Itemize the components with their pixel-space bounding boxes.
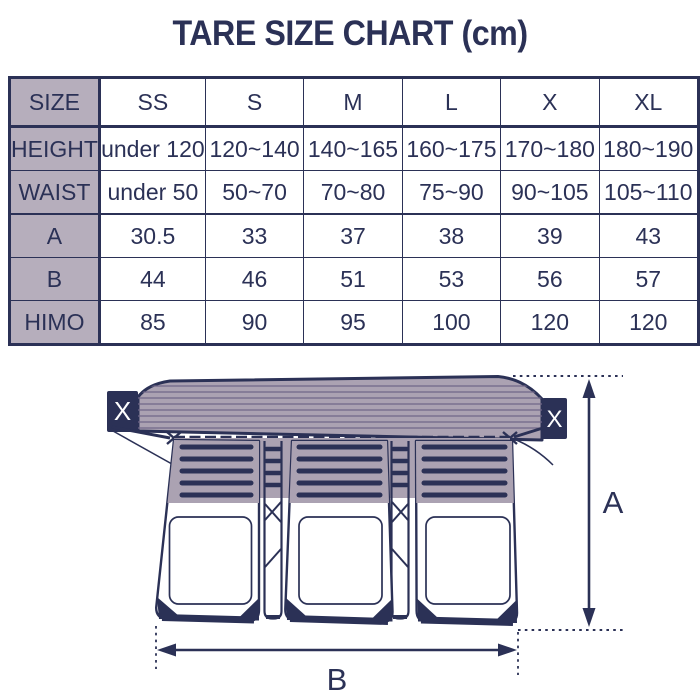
cell: 57	[598, 257, 700, 301]
col-header-ss: SS	[98, 77, 206, 128]
flap-3-inner-outline	[425, 516, 511, 605]
himo-cords	[111, 425, 554, 479]
flap-2-inner-outline	[298, 516, 383, 605]
size-chart-table: SIZE SS S M L X XL HEIGHT under 120 120~…	[8, 76, 700, 346]
cell: under 120	[98, 126, 206, 171]
cell: 39	[500, 213, 600, 258]
flap-1-inner-outline	[168, 516, 253, 605]
col-header-l: L	[401, 77, 502, 128]
cell: 100	[401, 300, 502, 345]
cell: 38	[401, 213, 502, 258]
dim-b-label: B	[327, 662, 348, 697]
page-title-text: TARE SIZE CHART (cm)	[172, 14, 528, 53]
cell: 33	[204, 213, 305, 258]
cell: 95	[303, 300, 403, 345]
small-flap-1	[263, 441, 283, 620]
lacing-2	[391, 501, 409, 568]
cell: 37	[303, 213, 403, 258]
cell: 53	[401, 257, 502, 301]
row-label: HEIGHT	[9, 126, 101, 171]
col-header-s: S	[204, 77, 305, 128]
col-header-xl: XL	[598, 77, 700, 128]
dimension-b	[155, 626, 519, 675]
col-header-m: M	[303, 77, 403, 128]
cell: 105~110	[598, 170, 700, 215]
dim-b-arrowhead-right	[498, 643, 517, 657]
cell: 43	[598, 213, 700, 258]
cell: 46	[204, 257, 305, 301]
belt-tab-right-label: X	[546, 406, 562, 433]
cell: 140~165	[303, 126, 403, 171]
dim-a-arrowhead-bottom	[582, 608, 596, 627]
corner-label: SIZE	[9, 77, 101, 128]
cell: 85	[98, 300, 206, 345]
dim-a-label: A	[603, 485, 624, 520]
header-row: SIZE SS S M L X XL	[9, 77, 700, 128]
table-row-b: B 44 46 51 53 56 57	[9, 257, 700, 301]
table-row-himo: HIMO 85 90 95 100 120 120	[9, 300, 700, 345]
cell: 120	[500, 300, 600, 345]
cell: 170~180	[500, 126, 600, 171]
cell: under 50	[98, 170, 206, 215]
cell: 44	[98, 257, 206, 301]
cell: 75~90	[401, 170, 502, 215]
cell: 160~175	[401, 126, 502, 171]
cell: 120~140	[204, 126, 305, 171]
col-header-x: X	[500, 77, 600, 128]
table-row-waist: WAIST under 50 50~70 70~80 75~90 90~105 …	[9, 170, 700, 215]
large-flap-3	[414, 439, 519, 626]
cell: 51	[303, 257, 403, 301]
dim-b-arrowhead-left	[157, 643, 176, 657]
belt-end-tab-left	[107, 391, 138, 432]
table-row-height: HEIGHT under 120 120~140 140~165 160~175…	[9, 126, 700, 171]
row-label: WAIST	[9, 170, 101, 215]
cell: 120	[598, 300, 700, 345]
cell: 30.5	[98, 213, 206, 258]
tare-diagram: X X	[107, 375, 624, 697]
cell: 90	[204, 300, 305, 345]
row-label: B	[9, 257, 101, 301]
cell: 70~80	[303, 170, 403, 215]
cell: 180~190	[598, 126, 700, 171]
lacing-1	[264, 501, 282, 568]
page-title: TARE SIZE CHART (cm)	[0, 14, 700, 54]
dim-a-arrowhead-top	[582, 379, 596, 398]
cell: 90~105	[500, 170, 600, 215]
cell: 56	[500, 257, 600, 301]
large-flap-2	[284, 439, 394, 625]
row-label: A	[9, 213, 101, 258]
dimension-a	[513, 375, 623, 631]
row-label: HIMO	[9, 300, 101, 345]
large-flap-1	[154, 438, 261, 624]
belt-tab-left-label: X	[114, 396, 131, 426]
cell: 50~70	[204, 170, 305, 215]
belt-end-tab-right	[542, 398, 567, 439]
table-row-a: A 30.5 33 37 38 39 43	[9, 213, 700, 258]
